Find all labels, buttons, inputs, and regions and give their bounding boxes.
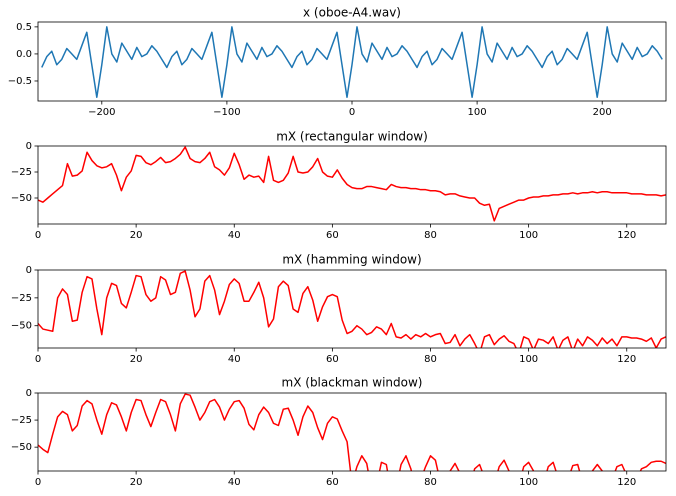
x-tick-label: 100	[468, 107, 487, 118]
subplot: mX (blackman window) 0 20 40 60 80 100 120 −50 −2…	[11, 376, 667, 488]
x-tick-label: 100	[519, 477, 538, 488]
subplot-title: x (oboe-A4.wav)	[303, 6, 401, 20]
x-tick-label: 20	[130, 230, 143, 241]
y-tick-label: 0	[26, 388, 32, 399]
x-tick-label: 200	[593, 107, 612, 118]
x-tick-label: 120	[617, 477, 636, 488]
subplot: mX (rectangular window) 0 20 40 60 80 100 120 −5…	[11, 130, 667, 241]
x-tick-label: 0	[35, 230, 41, 241]
x-tick-label: 80	[424, 230, 437, 241]
subplot-title: mX (rectangular window)	[276, 130, 428, 144]
x-tick-label: −200	[88, 107, 115, 118]
subplot: mX (hamming window) 0 20 40 60 80 100 120 −50 −25…	[11, 253, 667, 365]
y-tick-label: −0.5	[8, 76, 32, 87]
data-line	[38, 270, 666, 348]
x-tick-label: −100	[213, 107, 240, 118]
x-tick-label: 20	[130, 354, 143, 365]
y-tick-label: 0.0	[16, 49, 32, 60]
subplot-title: mX (blackman window)	[282, 376, 423, 390]
data-line	[38, 393, 666, 471]
x-tick-label: 100	[519, 230, 538, 241]
y-tick-label: 0	[26, 141, 32, 152]
x-tick-label: 0	[35, 477, 41, 488]
x-tick-label: 80	[424, 354, 437, 365]
x-tick-label: 40	[228, 354, 241, 365]
y-tick-label: 0	[26, 265, 32, 276]
y-tick-label: −50	[11, 442, 32, 453]
data-line	[41, 26, 663, 98]
axes-frame	[37, 392, 667, 472]
x-tick-label: 20	[130, 477, 143, 488]
y-tick-label: −50	[11, 321, 32, 332]
axes-frame	[37, 21, 667, 102]
x-tick-label: 100	[519, 354, 538, 365]
subplot-title: mX (hamming window)	[282, 253, 421, 267]
x-tick-label: 40	[228, 230, 241, 241]
x-tick-label: 120	[617, 230, 636, 241]
data-line	[38, 146, 666, 222]
x-tick-label: 60	[326, 477, 339, 488]
x-tick-label: 120	[617, 354, 636, 365]
x-tick-label: 0	[349, 107, 355, 118]
y-tick-label: −25	[11, 167, 32, 178]
y-tick-label: 0.5	[16, 22, 32, 33]
y-tick-label: −25	[11, 293, 32, 304]
x-tick-label: 40	[228, 477, 241, 488]
x-tick-label: 80	[424, 477, 437, 488]
axes-frame	[37, 269, 667, 349]
x-tick-label: 60	[326, 354, 339, 365]
y-tick-label: −25	[11, 415, 32, 426]
y-tick-label: −50	[11, 193, 32, 204]
axes-frame	[37, 145, 667, 225]
x-tick-label: 60	[326, 230, 339, 241]
x-tick-label: 0	[35, 354, 41, 365]
subplot: x (oboe-A4.wav) −200 −100 0 100 200 −0.5 0.0 0.5	[8, 6, 667, 118]
